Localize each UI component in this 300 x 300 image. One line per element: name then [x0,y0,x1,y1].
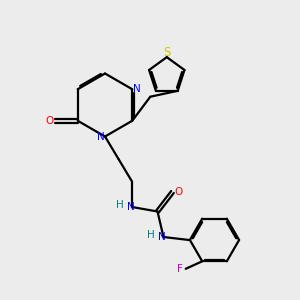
Text: N: N [127,202,134,212]
Text: S: S [163,46,170,59]
Text: N: N [97,131,104,142]
Text: N: N [158,232,166,242]
Text: H: H [116,200,123,211]
Text: N: N [133,84,141,94]
Text: O: O [45,116,53,126]
Text: H: H [147,230,155,241]
Text: O: O [174,187,183,197]
Text: F: F [177,264,183,274]
